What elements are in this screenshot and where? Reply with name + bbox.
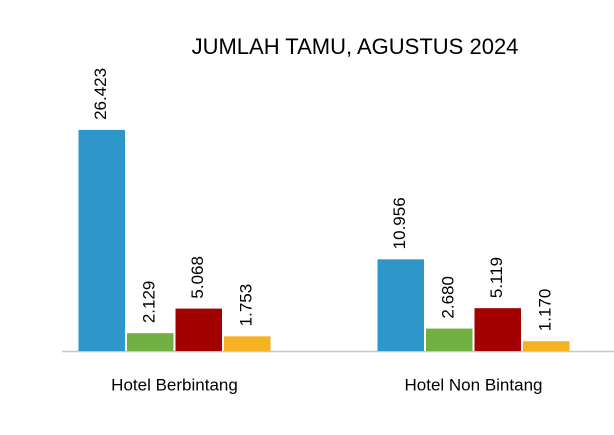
bar — [426, 328, 473, 351]
bar — [474, 308, 521, 351]
chart-title: JUMLAH TAMU, AGUSTUS 2024 — [192, 34, 519, 59]
bar — [224, 336, 271, 351]
bar — [127, 333, 174, 351]
data-label: 5.119 — [487, 257, 506, 298]
x-tick-label: Hotel Berbintang — [111, 375, 238, 394]
bar — [175, 308, 222, 351]
data-label: 26.423 — [91, 68, 110, 120]
bar — [78, 129, 125, 351]
data-label: 2.680 — [439, 276, 458, 319]
data-label: 5.068 — [188, 256, 207, 299]
bar — [377, 259, 424, 351]
data-label: 10.956 — [390, 197, 409, 249]
data-label: 1.753 — [237, 284, 256, 327]
bar — [523, 341, 570, 351]
data-label: 1.170 — [536, 289, 555, 332]
x-tick-label: Hotel Non Bintang — [405, 375, 543, 394]
data-label: 2.129 — [140, 281, 159, 324]
